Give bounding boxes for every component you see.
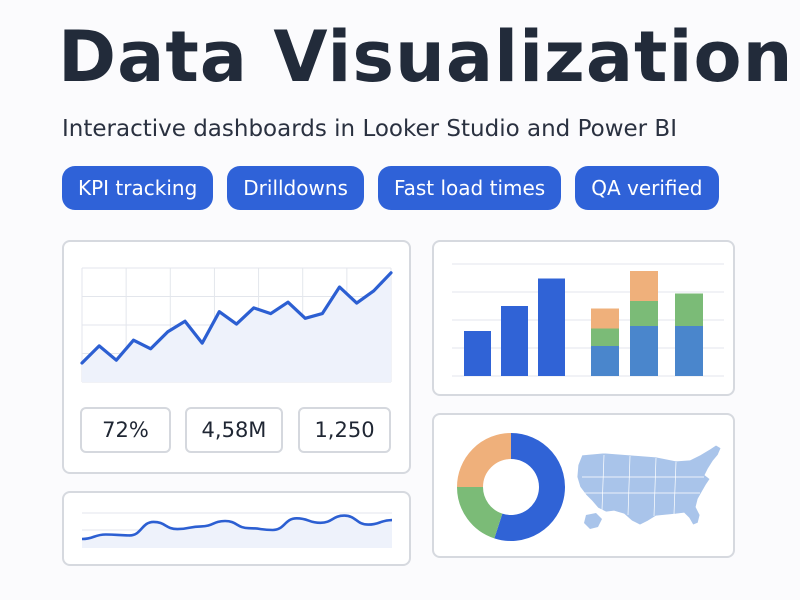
stacked-bar-segment bbox=[630, 271, 658, 301]
area-chart bbox=[80, 267, 393, 383]
area-fill bbox=[82, 272, 391, 382]
tag-drilldowns[interactable]: Drilldowns bbox=[227, 166, 364, 210]
bar bbox=[538, 278, 565, 376]
kpi-total: 4,58M bbox=[185, 407, 283, 453]
stacked-bar-segment bbox=[630, 301, 658, 326]
trend-fill bbox=[82, 515, 392, 548]
tag-fast-load-times[interactable]: Fast load times bbox=[377, 166, 562, 210]
page-title: Data Visualization bbox=[58, 16, 794, 98]
donut-slice bbox=[457, 486, 504, 539]
kpi-count: 1,250 bbox=[298, 407, 391, 453]
stacked-bar-segment bbox=[591, 346, 619, 376]
trend-chart-card bbox=[62, 491, 411, 566]
trend-chart bbox=[81, 512, 393, 548]
donut-slice bbox=[494, 433, 565, 541]
stacked-bar-segment bbox=[675, 293, 703, 326]
donut-chart bbox=[457, 433, 565, 541]
bar bbox=[501, 306, 528, 376]
bar bbox=[464, 331, 491, 376]
tag-list: KPI tracking Drilldowns Fast load times … bbox=[62, 166, 719, 210]
stacked-bar-segment bbox=[630, 326, 658, 376]
page-subtitle: Interactive dashboards in Looker Studio … bbox=[62, 116, 677, 142]
donut-slice bbox=[457, 433, 512, 488]
stacked-bar-segment bbox=[591, 328, 619, 346]
bar-chart bbox=[452, 263, 724, 377]
tag-kpi-tracking[interactable]: KPI tracking bbox=[62, 166, 214, 210]
us-map-icon bbox=[576, 444, 722, 529]
trend-line bbox=[81, 514, 393, 541]
donut-map-card bbox=[432, 413, 735, 558]
tag-qa-verified[interactable]: QA verified bbox=[575, 166, 719, 210]
kpi-percent: 72% bbox=[80, 407, 171, 453]
area-line bbox=[80, 271, 393, 365]
stacked-bar-segment bbox=[675, 326, 703, 376]
bar-chart-card bbox=[432, 240, 735, 396]
stacked-bar-segment bbox=[591, 308, 619, 329]
